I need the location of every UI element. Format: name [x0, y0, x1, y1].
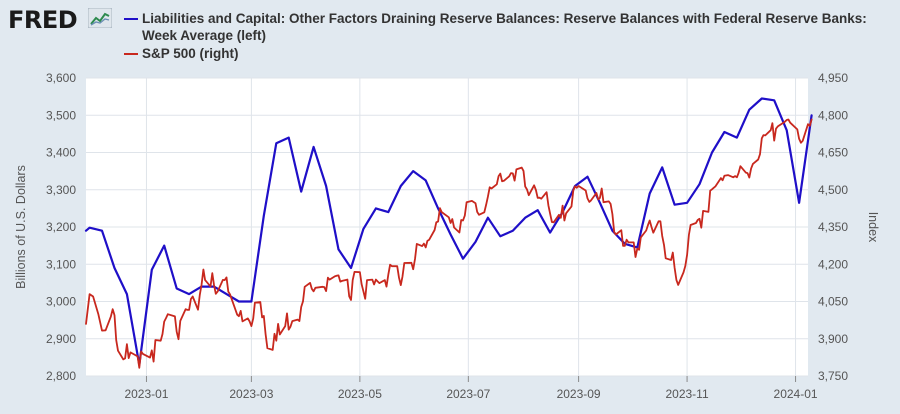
right-tick-label: 4,350 — [818, 220, 848, 234]
x-tick-label: 2023-07 — [446, 387, 490, 401]
fred-logo[interactable]: FRED — [8, 6, 78, 34]
x-tick-label: 2023-01 — [124, 387, 168, 401]
legend-swatch-red — [124, 53, 138, 55]
right-tick-label: 4,800 — [818, 108, 848, 122]
x-tick-label: 2023-05 — [338, 387, 382, 401]
left-tick-label: 3,300 — [46, 183, 76, 197]
right-tick-label: 4,050 — [818, 295, 848, 309]
legend-label-sp500: S&P 500 (right) — [142, 46, 239, 61]
right-axis-title: Index — [866, 212, 880, 243]
right-tick-label: 3,900 — [818, 332, 848, 346]
right-axis-ticks: 3,750 3,900 4,050 4,200 4,350 4,500 4,650 4,800… — [818, 71, 848, 383]
left-axis-title: Billions of U.S. Dollars — [14, 165, 28, 289]
right-tick-label: 4,650 — [818, 146, 848, 160]
legend-entry-reserve-balances[interactable]: Liabilities and Capital: Other Factors D… — [124, 10, 894, 44]
x-tick-label: 2023-03 — [229, 387, 273, 401]
x-tick-label: 2024-01 — [774, 387, 818, 401]
left-tick-label: 3,600 — [46, 71, 76, 85]
grid-lines — [86, 77, 808, 377]
series-line-reserve-balances — [84, 97, 813, 366]
x-axis-ticks: 2023-01 2023-03 2023-05 2023-07 2023-09 2023-… — [124, 376, 818, 401]
left-tick-label: 3,500 — [46, 108, 76, 122]
legend-entry-sp500[interactable]: S&P 500 (right) — [124, 45, 894, 62]
chart-header: FRED Liabilities and Capital: Other Fact… — [0, 0, 900, 64]
legend-swatch-blue — [124, 18, 138, 20]
left-tick-label: 3,100 — [46, 257, 76, 271]
chart-area: 2,800 2,900 3,000 3,100 3,200 3,300 3,400 3,500… — [0, 64, 900, 414]
left-tick-label: 3,000 — [46, 295, 76, 309]
right-tick-label: 4,200 — [818, 257, 848, 271]
right-tick-label: 4,500 — [818, 183, 848, 197]
right-tick-label: 3,750 — [818, 369, 848, 383]
left-tick-label: 3,400 — [46, 146, 76, 160]
dual-axis-line-chart[interactable]: 2,800 2,900 3,000 3,100 3,200 3,300 3,400 3,500… — [0, 64, 900, 409]
left-tick-label: 2,900 — [46, 332, 76, 346]
left-axis-ticks: 2,800 2,900 3,000 3,100 3,200 3,300 3,400 3,500… — [46, 71, 76, 383]
left-tick-label: 3,200 — [46, 220, 76, 234]
x-tick-label: 2023-11 — [665, 387, 708, 401]
left-tick-label: 2,800 — [46, 369, 76, 383]
line-chart-icon — [88, 8, 112, 28]
right-tick-label: 4,950 — [818, 71, 848, 85]
series-line-sp500 — [85, 118, 813, 369]
x-tick-label: 2023-09 — [557, 387, 601, 401]
series-lines — [84, 97, 813, 369]
chart-legend: Liabilities and Capital: Other Factors D… — [124, 10, 894, 63]
legend-label-reserve-balances: Liabilities and Capital: Other Factors D… — [142, 11, 867, 43]
